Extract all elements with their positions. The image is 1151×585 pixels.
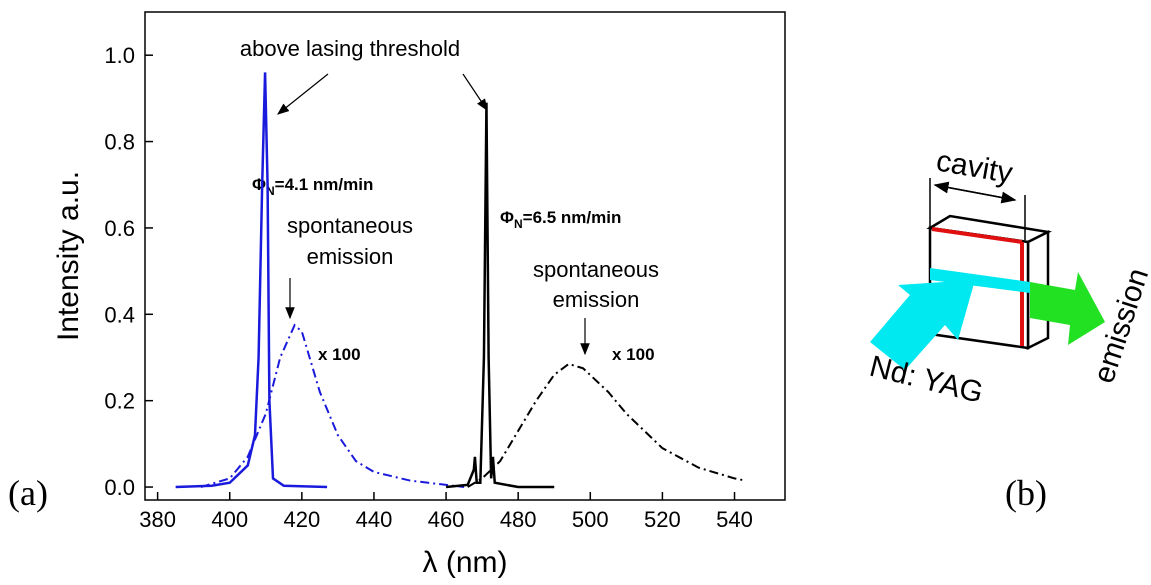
cavity-diagram: cavity Nd: YAG emission bbox=[866, 144, 1151, 409]
pump-beam bbox=[930, 268, 1030, 293]
y-tick-label: 0.6 bbox=[104, 216, 135, 241]
x-tick-label: 500 bbox=[572, 507, 609, 532]
mirror bbox=[931, 227, 1023, 244]
x-axis-label: λ (nm) bbox=[423, 546, 508, 579]
series-line bbox=[200, 323, 465, 489]
annotation: ΦN=6.5 nm/min bbox=[500, 208, 621, 231]
y-tick-label: 0.0 bbox=[104, 475, 135, 500]
annotation: above lasing threshold bbox=[240, 36, 460, 61]
x-tick-label: 400 bbox=[211, 507, 248, 532]
text: =4.1 nm/min bbox=[275, 175, 374, 194]
emission-arrow bbox=[1030, 272, 1105, 345]
pump-arrow bbox=[870, 280, 975, 370]
series-line bbox=[175, 72, 328, 489]
panel-label: (a) bbox=[8, 473, 48, 513]
x-tick-label: 420 bbox=[283, 507, 320, 532]
panel-label: (b) bbox=[1005, 473, 1047, 513]
x-tick-label: 540 bbox=[716, 507, 753, 532]
y-tick-label: 0.4 bbox=[104, 302, 135, 327]
symbol: Φ bbox=[500, 208, 514, 227]
y-axis-label: Intensity a.u. bbox=[52, 171, 85, 341]
y-tick-label: 0.2 bbox=[104, 389, 135, 414]
diagram-label: cavity bbox=[934, 144, 1015, 190]
diagram-label: Nd: YAG bbox=[866, 350, 986, 410]
subscript: N bbox=[266, 184, 275, 198]
x-tick-label: 520 bbox=[644, 507, 681, 532]
arrow bbox=[277, 73, 329, 115]
symbol: Φ bbox=[252, 175, 266, 194]
plot-frame bbox=[144, 11, 786, 501]
annotation: spontaneous bbox=[287, 213, 413, 238]
annotation: x 100 bbox=[612, 345, 655, 364]
annotation: spontaneous bbox=[533, 257, 659, 282]
annotation: ΦN=4.1 nm/min bbox=[252, 175, 373, 198]
arrow bbox=[462, 73, 488, 111]
x-tick-label: 460 bbox=[428, 507, 465, 532]
annotation: x 100 bbox=[318, 345, 361, 364]
dimension-arrow bbox=[933, 181, 1016, 201]
subscript: N bbox=[514, 217, 523, 231]
annotation: emission bbox=[307, 244, 394, 269]
annotation: emission bbox=[553, 287, 640, 312]
y-tick-label: 1.0 bbox=[104, 43, 135, 68]
series-line bbox=[445, 102, 555, 489]
x-tick-label: 480 bbox=[500, 507, 537, 532]
series-line bbox=[467, 362, 746, 488]
text: =6.5 nm/min bbox=[523, 208, 622, 227]
x-tick-label: 440 bbox=[356, 507, 393, 532]
y-tick-label: 0.8 bbox=[104, 130, 135, 155]
x-tick-label: 380 bbox=[139, 507, 176, 532]
